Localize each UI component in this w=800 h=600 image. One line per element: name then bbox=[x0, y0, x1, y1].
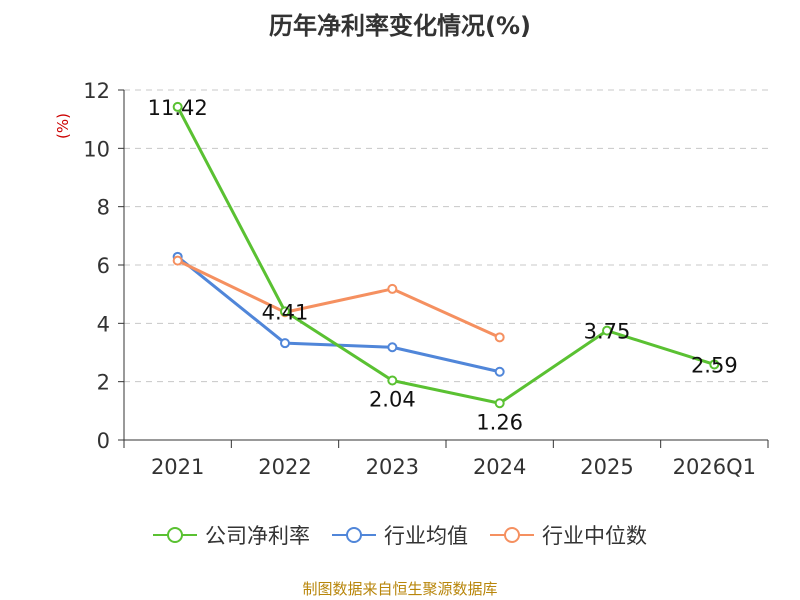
data-label: 1.26 bbox=[476, 410, 523, 434]
data-point bbox=[494, 398, 505, 409]
chart-title: 历年净利率变化情况(%) bbox=[269, 12, 531, 40]
x-tick-label: 2025 bbox=[580, 455, 633, 479]
y-tick-label: 6 bbox=[97, 254, 110, 278]
y-tick-label: 0 bbox=[97, 429, 110, 453]
grid-lines bbox=[124, 89, 768, 383]
legend-line-icon bbox=[490, 527, 534, 543]
axes: 0 2 4 6 8 10 12 2021 2022 2023 2024 2025 2026Q1 bbox=[83, 79, 769, 479]
x-tick-label: 2021 bbox=[151, 455, 204, 479]
legend-line-icon bbox=[332, 527, 376, 543]
legend-item-industry-mean[interactable]: 行业均值 bbox=[332, 520, 468, 550]
x-tick-label: 2026Q1 bbox=[673, 455, 756, 479]
y-tick-label: 10 bbox=[83, 137, 110, 161]
y-tick-label: 2 bbox=[97, 371, 110, 395]
y-tick-label: 8 bbox=[97, 196, 110, 220]
data-label: 11.42 bbox=[148, 96, 208, 120]
x-tick-label: 2024 bbox=[473, 455, 526, 479]
y-tick-label: 4 bbox=[97, 312, 110, 336]
data-point bbox=[172, 101, 183, 112]
legend: 公司净利率 行业均值 行业中位数 bbox=[0, 520, 800, 550]
legend-item-industry-median[interactable]: 行业中位数 bbox=[490, 520, 647, 550]
data-point bbox=[280, 306, 290, 317]
data-point bbox=[172, 255, 183, 266]
data-labels: 11.42 4.41 2.04 1.26 3.75 2.59 bbox=[148, 96, 738, 434]
source-note: 制图数据来自恒生聚源数据库 bbox=[302, 580, 498, 598]
legend-label: 公司净利率 bbox=[205, 524, 310, 548]
data-label: 4.41 bbox=[262, 300, 309, 324]
data-label: 2.04 bbox=[369, 388, 416, 412]
data-label: 3.75 bbox=[584, 320, 631, 344]
series-line bbox=[176, 106, 715, 405]
y-tick-label: 12 bbox=[83, 79, 110, 103]
y-axis-label: (%) bbox=[54, 113, 72, 139]
series-line bbox=[177, 259, 501, 339]
line-chart: 0 2 4 6 8 10 12 2021 2022 2023 2024 2025 2026Q1 11.4… bbox=[54, 79, 769, 479]
x-tick-label: 2022 bbox=[258, 455, 311, 479]
legend-item-company[interactable]: 公司净利率 bbox=[153, 520, 310, 550]
data-label: 2.59 bbox=[691, 353, 738, 377]
data-point bbox=[280, 338, 290, 349]
data-point bbox=[602, 325, 612, 336]
series-lines bbox=[172, 101, 720, 409]
data-point bbox=[494, 332, 505, 343]
legend-label: 行业均值 bbox=[384, 524, 468, 548]
legend-label: 行业中位数 bbox=[542, 524, 647, 548]
data-point bbox=[709, 359, 720, 370]
data-point bbox=[494, 366, 505, 377]
legend-line-icon bbox=[153, 527, 197, 543]
data-point bbox=[387, 283, 398, 294]
x-tick-label: 2023 bbox=[366, 455, 419, 479]
data-point bbox=[387, 342, 398, 353]
data-point bbox=[387, 375, 398, 386]
